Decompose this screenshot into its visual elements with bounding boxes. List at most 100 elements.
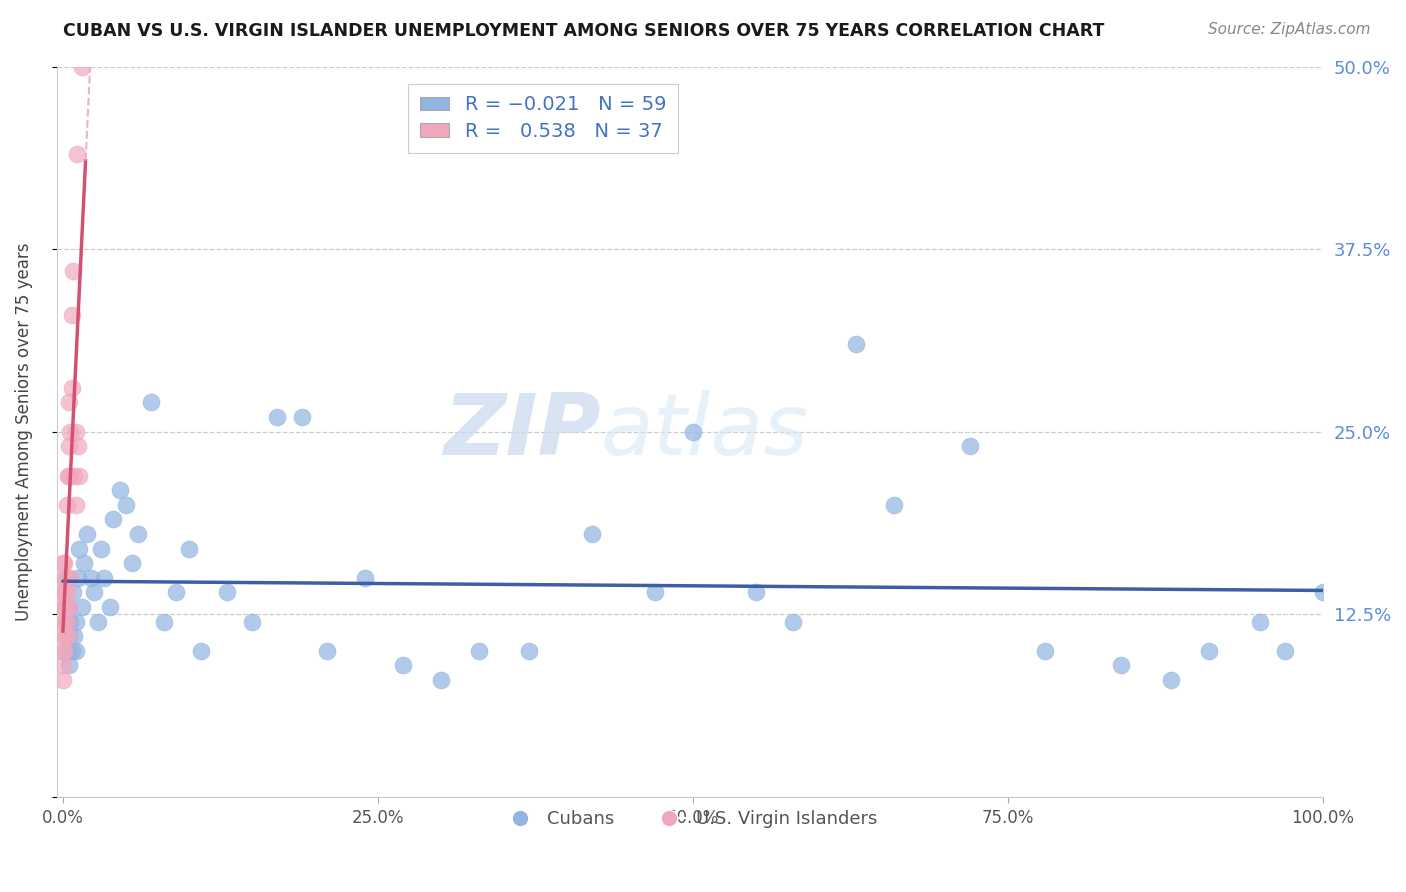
Text: CUBAN VS U.S. VIRGIN ISLANDER UNEMPLOYMENT AMONG SENIORS OVER 75 YEARS CORRELATI: CUBAN VS U.S. VIRGIN ISLANDER UNEMPLOYME…: [63, 22, 1105, 40]
Point: [52, 556, 75, 570]
Point: [93, 571, 115, 585]
Point: [127, 527, 149, 541]
Point: [190, 644, 212, 658]
Point: [52, 599, 75, 614]
Point: [55, 629, 77, 643]
Point: [883, 498, 905, 512]
Point: [59, 425, 82, 439]
Point: [55, 585, 77, 599]
Point: [60, 381, 83, 395]
Point: [55, 571, 77, 585]
Point: [56, 629, 79, 643]
Point: [1198, 644, 1220, 658]
Point: [58, 658, 80, 673]
Y-axis label: Unemployment Among Seniors over 75 years: Unemployment Among Seniors over 75 years: [15, 243, 32, 621]
Point: [98, 599, 121, 614]
Point: [581, 527, 603, 541]
Point: [62, 585, 84, 599]
Point: [177, 541, 200, 556]
Point: [52, 629, 75, 643]
Point: [59, 571, 82, 585]
Point: [56, 468, 79, 483]
Point: [52, 658, 75, 673]
Point: [53, 615, 76, 629]
Point: [165, 585, 187, 599]
Point: [52, 644, 75, 658]
Text: atlas: atlas: [600, 390, 808, 473]
Point: [90, 541, 112, 556]
Point: [66, 571, 89, 585]
Point: [240, 615, 263, 629]
Point: [152, 615, 174, 629]
Point: [56, 644, 79, 658]
Point: [782, 615, 804, 629]
Point: [53, 585, 76, 599]
Point: [682, 425, 704, 439]
Point: [70, 599, 93, 614]
Legend: Cubans, U.S. Virgin Islanders: Cubans, U.S. Virgin Islanders: [495, 803, 884, 835]
Point: [959, 439, 981, 453]
Point: [266, 410, 288, 425]
Point: [59, 615, 82, 629]
Point: [66, 147, 89, 161]
Point: [55, 615, 77, 629]
Point: [67, 541, 90, 556]
Point: [1109, 658, 1132, 673]
Point: [55, 498, 77, 512]
Point: [79, 571, 101, 585]
Point: [58, 468, 80, 483]
Text: Source: ZipAtlas.com: Source: ZipAtlas.com: [1208, 22, 1371, 37]
Point: [83, 585, 105, 599]
Point: [115, 498, 138, 512]
Point: [1274, 644, 1296, 658]
Text: ZIP: ZIP: [443, 390, 600, 473]
Point: [52, 615, 75, 629]
Point: [52, 571, 75, 585]
Point: [430, 673, 453, 687]
Point: [70, 60, 93, 74]
Point: [517, 644, 540, 658]
Point: [76, 527, 98, 541]
Point: [73, 556, 96, 570]
Point: [1249, 615, 1271, 629]
Point: [291, 410, 314, 425]
Point: [845, 337, 868, 351]
Point: [58, 629, 80, 643]
Point: [65, 615, 87, 629]
Point: [121, 556, 143, 570]
Point: [63, 468, 86, 483]
Point: [103, 512, 125, 526]
Point: [644, 585, 666, 599]
Point: [316, 644, 339, 658]
Point: [55, 599, 77, 614]
Point: [63, 629, 86, 643]
Point: [55, 571, 77, 585]
Point: [1160, 673, 1182, 687]
Point: [67, 468, 90, 483]
Point: [55, 615, 77, 629]
Point: [53, 556, 76, 570]
Point: [744, 585, 766, 599]
Point: [60, 644, 83, 658]
Point: [52, 673, 75, 687]
Point: [58, 599, 80, 614]
Point: [108, 483, 131, 497]
Point: [52, 585, 75, 599]
Point: [60, 308, 83, 322]
Point: [215, 585, 238, 599]
Point: [392, 658, 415, 673]
Point: [55, 599, 77, 614]
Point: [1035, 644, 1057, 658]
Point: [87, 615, 110, 629]
Point: [62, 264, 84, 278]
Point: [65, 498, 87, 512]
Point: [1312, 585, 1334, 599]
Point: [58, 439, 80, 453]
Point: [354, 571, 377, 585]
Point: [58, 599, 80, 614]
Point: [65, 425, 87, 439]
Point: [53, 644, 76, 658]
Point: [139, 395, 162, 409]
Point: [467, 644, 489, 658]
Point: [66, 439, 89, 453]
